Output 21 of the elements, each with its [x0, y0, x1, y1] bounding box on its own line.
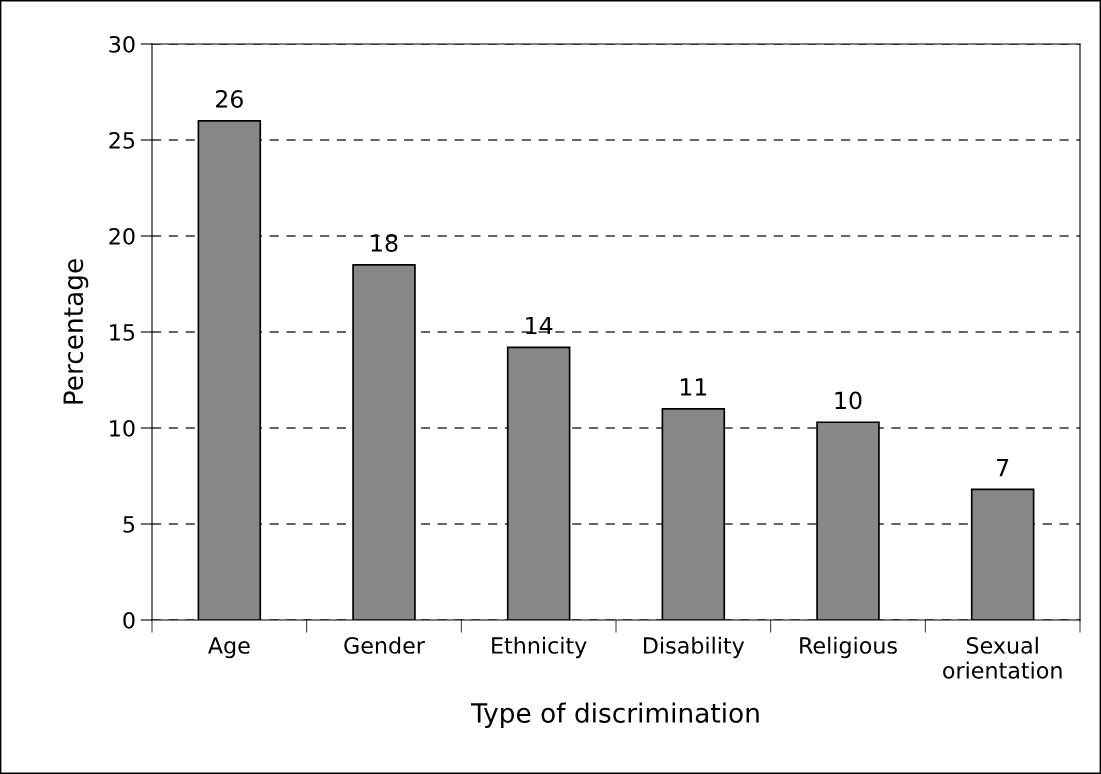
- data-label: 7: [997, 458, 1009, 477]
- y-tick-label: 30: [109, 35, 135, 53]
- data-label: 26: [216, 90, 243, 108]
- x-tick-label: Sexual orientation: [943, 636, 1062, 679]
- y-tick-label: 25: [109, 131, 135, 149]
- x-tick-label: Disability: [644, 636, 745, 659]
- x-tick-label: Age: [208, 637, 250, 659]
- data-label: 18: [371, 234, 398, 252]
- y-tick-label: 10: [110, 419, 135, 437]
- x-tick-label: Religious: [800, 636, 897, 659]
- data-label: 11: [680, 378, 707, 396]
- x-axis-title: Type of discrimination: [471, 702, 759, 729]
- data-label: 10: [835, 391, 862, 410]
- y-tick-label: 0: [123, 611, 135, 629]
- y-tick-label: 5: [123, 516, 135, 533]
- data-label: 14: [526, 316, 553, 335]
- x-tick-label: Ethnicity: [492, 636, 587, 659]
- x-tick-label: Gender: [344, 636, 425, 654]
- y-axis-title: Percentage: [63, 259, 89, 404]
- y-tick-label: 20: [109, 227, 135, 245]
- y-tick-label: 15: [110, 324, 135, 341]
